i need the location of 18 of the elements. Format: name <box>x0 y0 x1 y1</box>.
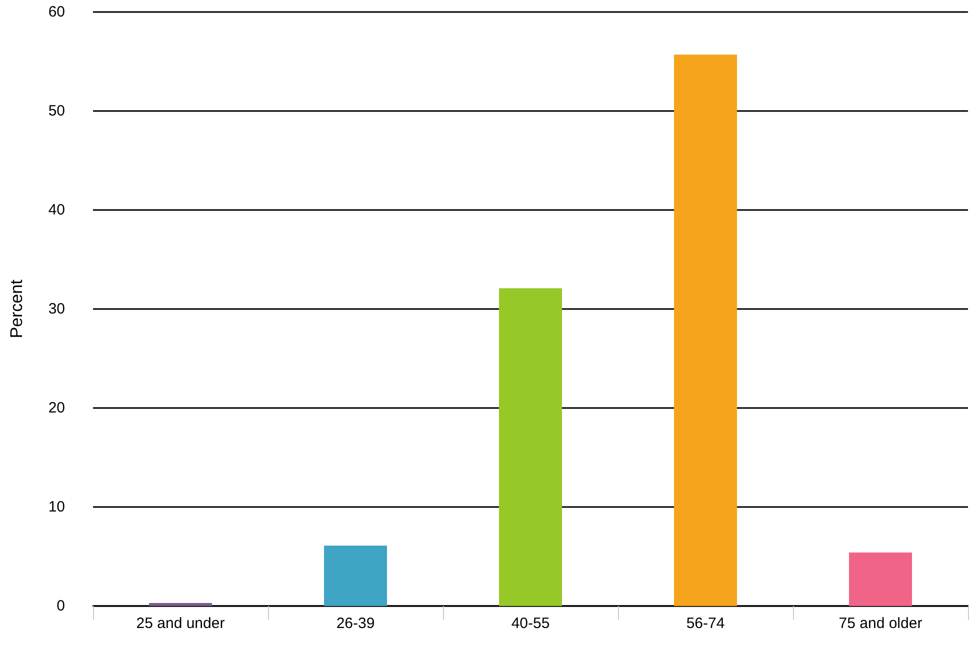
y-tick-label: 10 <box>48 498 65 516</box>
y-tick-label: 40 <box>48 202 65 218</box>
y-tick-label: 60 <box>48 4 65 20</box>
y-tick-label: 20 <box>48 400 65 416</box>
x-tick-label: 56-74 <box>686 615 725 632</box>
bar <box>324 546 387 606</box>
bar <box>149 603 212 606</box>
y-axis-title: Percent <box>7 279 26 338</box>
bar <box>849 552 912 606</box>
bar <box>674 54 737 606</box>
y-tick-label: 0 <box>56 598 65 614</box>
x-tick-label: 40-55 <box>511 615 550 632</box>
x-tick-label: 26-39 <box>336 615 375 632</box>
y-tick-label: 50 <box>48 102 65 120</box>
bar <box>499 288 562 606</box>
x-tick-label: 25 and under <box>136 615 225 632</box>
y-tick-label: 30 <box>48 300 65 318</box>
x-tick-label: 75 and older <box>838 615 922 632</box>
